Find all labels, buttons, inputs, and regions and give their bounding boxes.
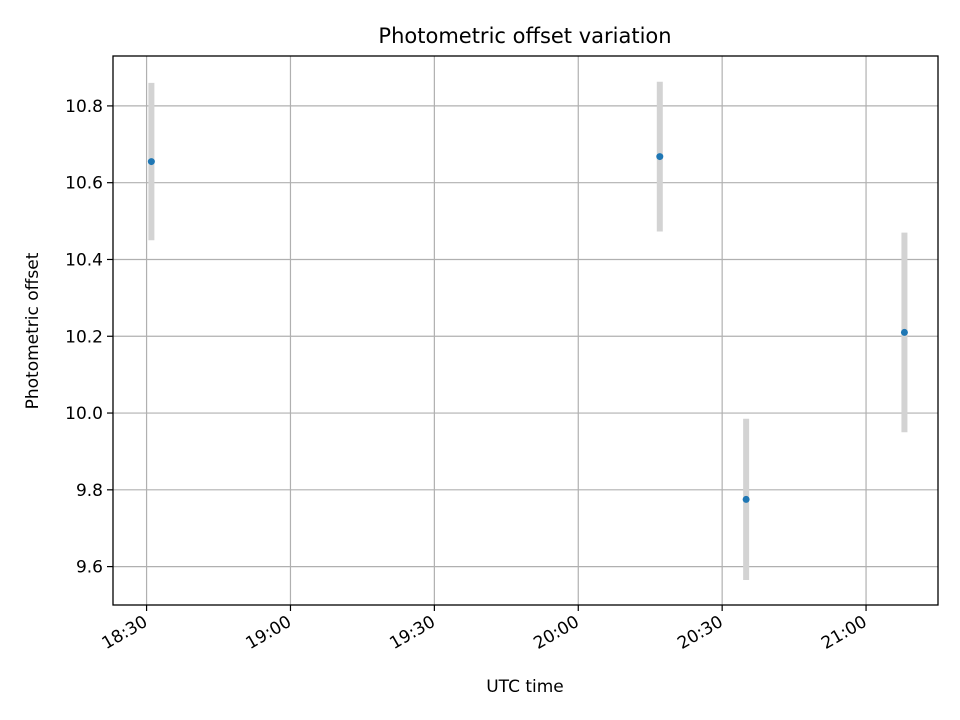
data-point bbox=[147, 158, 155, 166]
data-point bbox=[900, 328, 908, 336]
chart-title: Photometric offset variation bbox=[378, 24, 671, 48]
y-tick-label: 10.0 bbox=[65, 404, 103, 424]
data-point bbox=[656, 153, 664, 161]
y-tick-label: 9.8 bbox=[76, 481, 103, 501]
y-tick-label: 9.6 bbox=[76, 558, 103, 578]
y-axis-ticks: 9.6 9.8 10.0 10.2 10.4 10.6 10.8 bbox=[65, 97, 113, 578]
x-axis-label: UTC time bbox=[486, 677, 564, 697]
data-points bbox=[147, 153, 908, 503]
y-axis-label: Photometric offset bbox=[23, 252, 43, 409]
y-tick-label: 10.8 bbox=[65, 97, 103, 117]
y-tick-label: 10.6 bbox=[65, 174, 103, 194]
plot-frame bbox=[112, 55, 939, 606]
y-tick-label: 10.4 bbox=[65, 250, 103, 270]
grid bbox=[113, 56, 938, 605]
y-tick-label: 10.2 bbox=[65, 327, 103, 347]
data-point bbox=[742, 495, 750, 503]
